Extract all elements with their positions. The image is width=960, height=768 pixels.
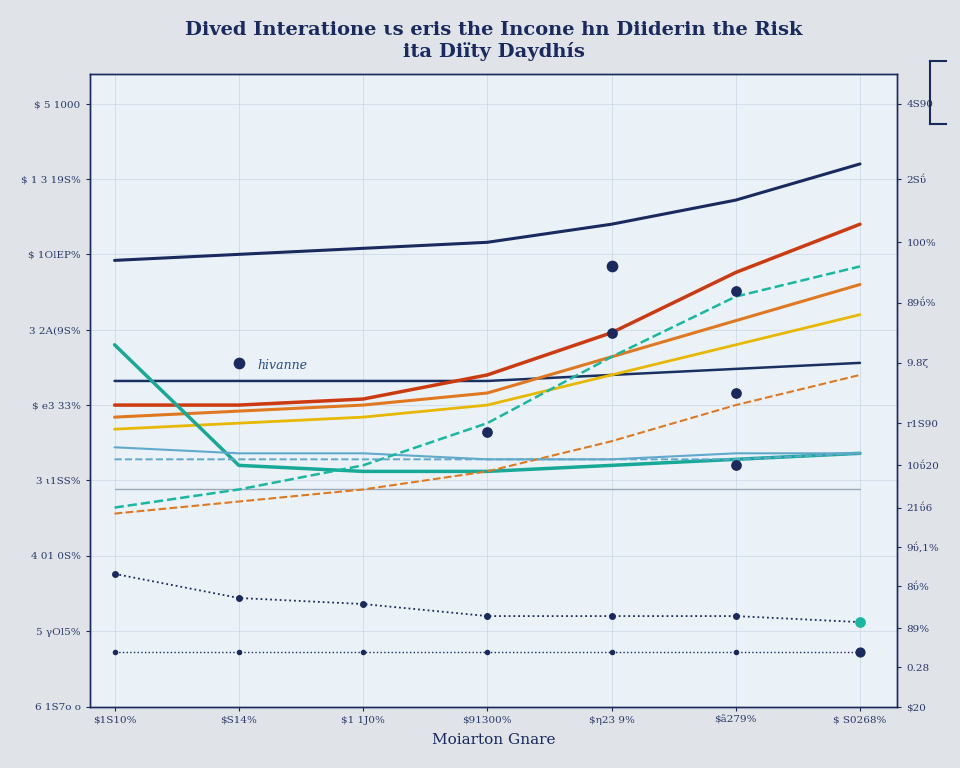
Point (604, 260, 619, 273)
Point (604, 326, 619, 339)
Title: Dived Interatione ιs eris the Incone hn Diiderin the Risk
ita Diïty Daydhís: Dived Interatione ιs eris the Incone hn … (185, 21, 803, 61)
Point (728, 284, 743, 296)
Point (728, 387, 743, 399)
Text: hivanne: hivanne (257, 359, 307, 372)
Point (480, 426, 495, 439)
Point (728, 459, 743, 472)
Point (852, 616, 868, 628)
X-axis label: Moiarton Gnare: Moiarton Gnare (432, 733, 555, 747)
Point (852, 646, 868, 658)
Point (231, 356, 247, 369)
